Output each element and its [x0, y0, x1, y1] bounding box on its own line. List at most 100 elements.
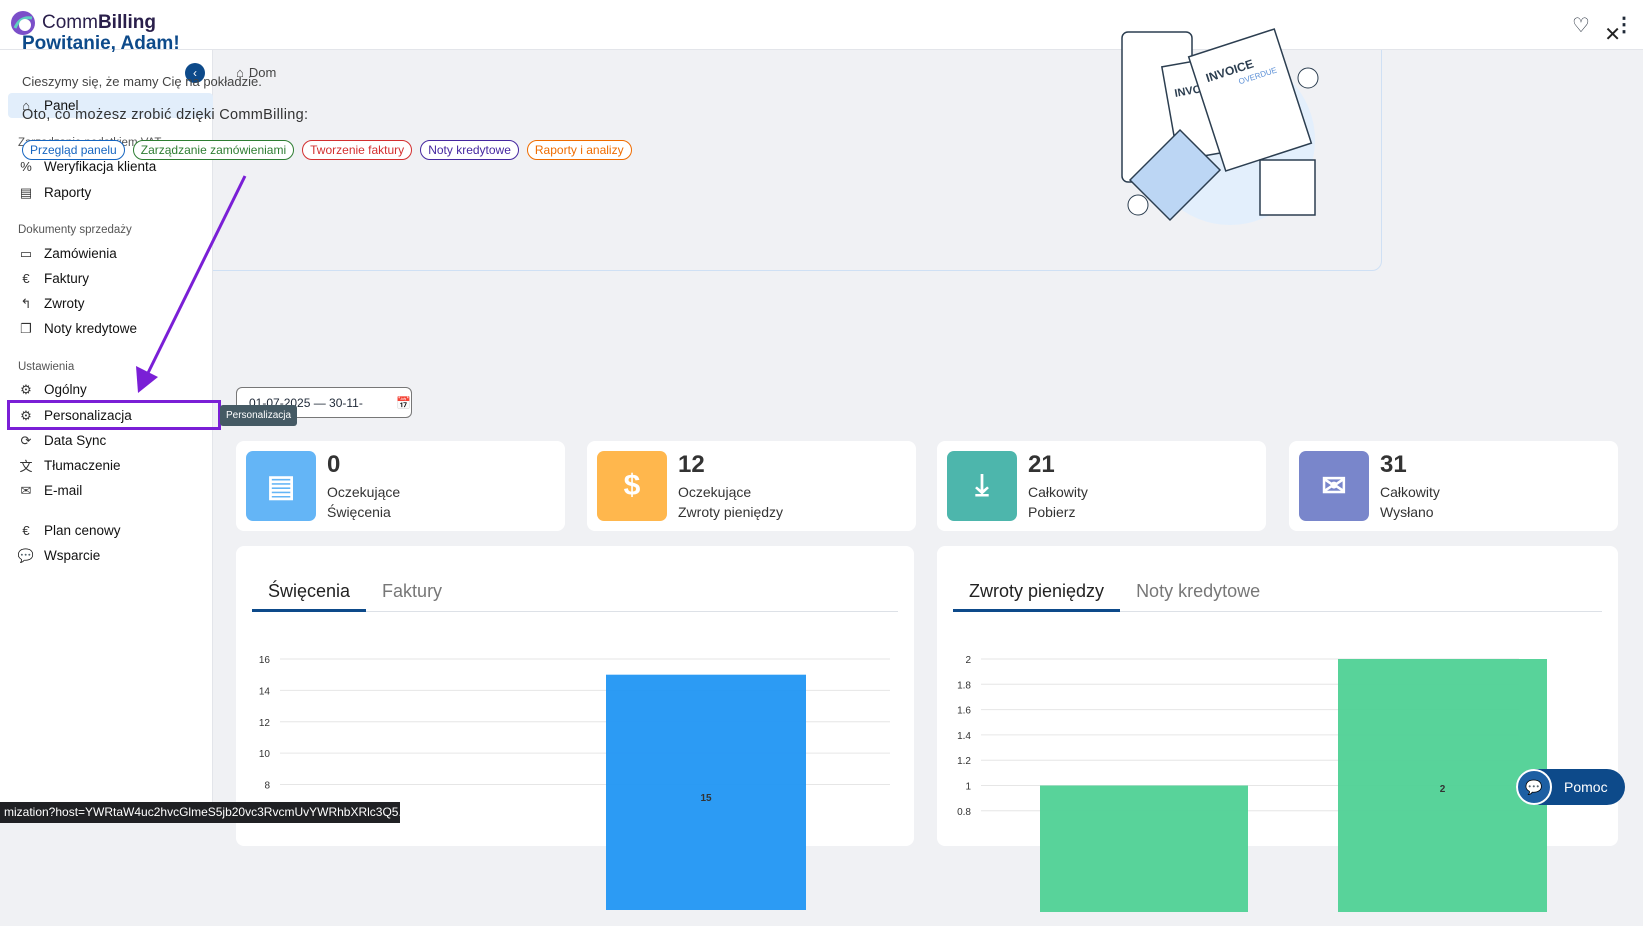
highlight-box [7, 400, 221, 430]
sidebar-item-label: Wsparcie [44, 548, 101, 563]
sidebar-item-label: Zamówienia [44, 246, 117, 261]
mail-check-icon: ✉ [1299, 451, 1369, 521]
collapse-sidebar-button[interactable]: ‹ [185, 63, 205, 83]
help-button[interactable]: 💬 Pomoc [1516, 769, 1625, 805]
sidebar-item-plan[interactable]: € Plan cenowy [8, 518, 213, 543]
chat-icon: 💬 [1516, 769, 1552, 805]
sidebar-item-label: Ogólny [44, 382, 87, 397]
feature-chip[interactable]: Zarządzanie zamówieniami [132, 140, 295, 160]
feature-chips: Przegląd panelu Zarządzanie zamówieniami T… [22, 140, 632, 160]
stat-value: 21 [1028, 451, 1055, 478]
sidebar-item-faktury[interactable]: € Faktury [8, 266, 213, 291]
tab-faktury[interactable]: Faktury [382, 581, 443, 601]
stat-value: 0 [327, 451, 341, 478]
swiecenia-bar-chart: 8 10 12 14 16 15 [259, 655, 890, 910]
sidebar-item-label: Personalizacja [44, 408, 132, 423]
welcome-lead: Oto, co możesz zrobić dzięki CommBilling… [22, 107, 309, 123]
feature-chip[interactable]: Noty kredytowe [420, 140, 519, 160]
logo[interactable]: CommBilling [10, 10, 156, 36]
sidebar-item-label: Zwroty [44, 296, 85, 311]
sidebar-item-label: Faktury [44, 271, 90, 286]
sidebar-item-email[interactable]: ✉ E-mail [8, 478, 213, 503]
feature-chip[interactable]: Tworzenie faktury [302, 140, 413, 160]
bar-data-label: 15 [700, 793, 712, 804]
scrollbar[interactable] [1625, 50, 1643, 823]
stat-card[interactable]: $12 Oczekujące Zwroty pieniędzy [587, 441, 916, 531]
more-vertical-icon[interactable]: ⋮ [1614, 14, 1634, 36]
sidebar-item-label: Noty kredytowe [44, 321, 138, 336]
inbox-icon: ▭ [19, 245, 33, 261]
sidebar-item-label: Tłumaczenie [44, 458, 121, 473]
section-title: Dokumenty sprzedaży [18, 224, 132, 236]
status-bar-url: mization?host=YWRtaW4uc2hvcGlmeS5jb20vc3… [0, 802, 400, 823]
y-tick-label: 8 [264, 781, 270, 792]
bar-data-label: 2 [1440, 784, 1446, 795]
home-icon: ⌂ [22, 98, 30, 113]
stat-label: Zwroty pieniędzy [678, 504, 784, 520]
sidebar-item-ogolny[interactable]: ⚙ Ogólny [8, 377, 213, 402]
feature-chip[interactable]: Raporty i analizy [526, 140, 632, 160]
stat-card[interactable]: ⤓ 21 Całkowity Pobierz [937, 441, 1266, 531]
sidebar-item-wsparcie[interactable]: 💬 Wsparcie [8, 543, 213, 568]
sidebar-item-datasync[interactable]: ⟳ Data Sync [8, 428, 213, 453]
stat-value: 12 [678, 451, 705, 478]
close-icon[interactable]: ✕ [1604, 24, 1621, 46]
stat-value: 31 [1380, 451, 1407, 478]
sidebar-item-zamowienia[interactable]: ▭ Zamówienia [8, 241, 213, 266]
y-tick-label: 1.6 [957, 706, 971, 717]
welcome-subtitle: Cieszymy się, że mamy Cię na pokładzie. [22, 74, 262, 89]
tooltip: Personalizacja [220, 405, 298, 426]
logo-text: Comm [42, 12, 98, 33]
home-icon: ⌂ [236, 65, 244, 80]
y-tick-label: 16 [259, 655, 271, 666]
y-tick-label: 10 [259, 749, 271, 760]
y-tick-label: 1.4 [957, 731, 971, 742]
y-tick-label: 2 [965, 655, 971, 666]
personalize-file-icon: ⚙ [20, 407, 32, 423]
tab-noty[interactable]: Noty kredytowe [1136, 581, 1261, 601]
euro-circle-icon: € [22, 523, 30, 538]
annotation-arrow [136, 175, 247, 393]
sidebar-item-panel[interactable]: ⌂ Panel [8, 93, 213, 118]
sidebar-item-label: Data Sync [44, 433, 107, 448]
breadcrumb-item[interactable]: Dom [248, 65, 277, 80]
y-tick-label: 1 [965, 782, 971, 793]
calendar-icon: 📅 [396, 396, 411, 410]
sidebar-item-tlumaczenie[interactable]: 文 Tłumaczenie [8, 453, 213, 478]
logo-icon [11, 11, 35, 35]
sidebar [0, 50, 213, 823]
translate-icon: 文 [19, 459, 33, 474]
y-tick-label: 12 [259, 718, 271, 729]
sidebar-item-noty[interactable]: ❐ Noty kredytowe [8, 316, 213, 341]
receipt-percent-icon: % [20, 159, 32, 174]
stat-label: Pobierz [1028, 504, 1076, 520]
sync-icon: ⟳ [20, 432, 32, 448]
documents-icon: ❐ [20, 320, 32, 336]
stat-card[interactable]: ✉ 31 Całkowity Wysłano [1289, 441, 1618, 531]
feature-chip[interactable]: Przegląd panelu [22, 140, 125, 160]
stat-label: Wysłano [1380, 504, 1434, 520]
bar [1040, 785, 1248, 912]
sidebar-item-weryfikacja[interactable]: % Weryfikacja klienta [8, 154, 213, 179]
sidebar-item-zwroty[interactable]: ↰ Zwroty [8, 291, 213, 316]
sidebar-item-raporty[interactable]: ▤ Raporty [8, 180, 213, 205]
tab-swiecenia[interactable]: Święcenia [252, 574, 367, 612]
logo-text-bold: Billing [97, 12, 157, 33]
breadcrumb[interactable]: ⌂ Dom [236, 65, 276, 80]
stat-label: Całkowity [1028, 484, 1088, 500]
stat-label: Całkowity [1380, 484, 1440, 500]
invoice-illustration: INVOICE INVOICE OVERDUE [1121, 28, 1319, 225]
heart-icon[interactable]: ♡ [1572, 15, 1590, 37]
stat-label: Oczekujące [678, 484, 752, 500]
mail-icon: ✉ [20, 482, 32, 498]
inbox-icon: ▤ [246, 451, 316, 521]
dollar-icon: $ [597, 451, 667, 521]
stat-card[interactable]: ▤ 0 Oczekujące Święcenia [236, 441, 565, 531]
y-tick-label: 0.8 [957, 807, 971, 818]
sidebar-item-personalizacja[interactable]: ⚙ Personalizacja [8, 403, 213, 428]
tab-zwroty[interactable]: Zwroty pieniędzy [953, 574, 1121, 612]
chat-icon: 💬 [17, 547, 35, 563]
sidebar-item-label: Panel [44, 98, 79, 113]
gear-icon: ⚙ [20, 381, 32, 397]
sidebar-item-label: Weryfikacja klienta [44, 159, 157, 174]
